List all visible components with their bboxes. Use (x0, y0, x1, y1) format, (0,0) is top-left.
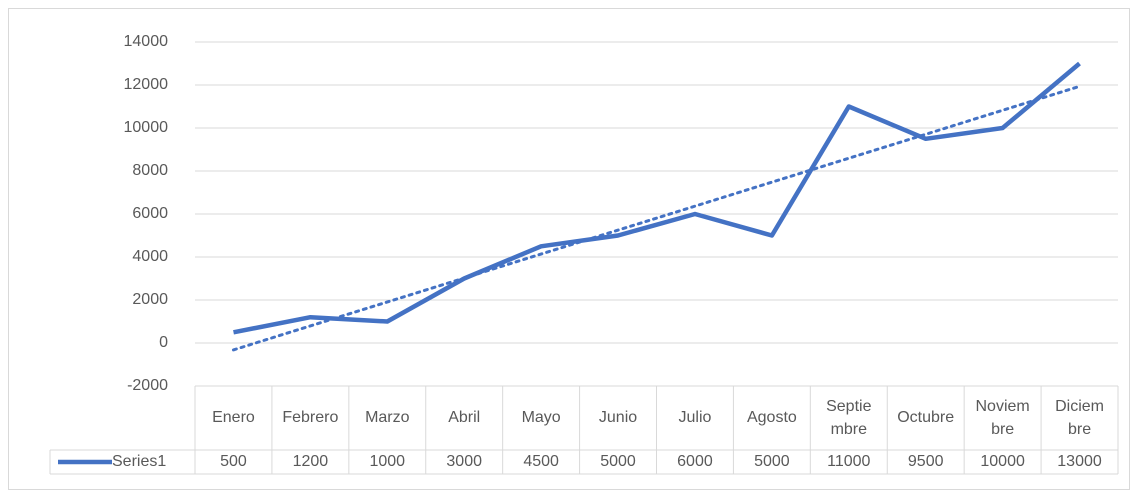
y-tick-label: 14000 (124, 33, 169, 50)
table-value: 4500 (523, 453, 559, 470)
y-tick-label: 2000 (132, 291, 168, 308)
x-tick-label: Febrero (282, 409, 338, 426)
x-tick-label: Junio (599, 409, 637, 426)
series-line (233, 61, 1081, 335)
table-value: 500 (220, 453, 247, 470)
x-tick-label: Abril (448, 409, 480, 426)
trendline (231, 84, 1082, 352)
y-tick-label: 8000 (132, 162, 168, 179)
table-value: 10000 (980, 453, 1025, 470)
x-tick-label: Julio (679, 409, 712, 426)
x-tick-label: Mayo (522, 409, 561, 426)
x-tick-label: Noviem bre (976, 398, 1030, 438)
x-tick-label: Agosto (747, 409, 797, 426)
y-tick-label: 0 (159, 334, 168, 351)
table-value: 1200 (293, 453, 329, 470)
y-tick-label: 6000 (132, 205, 168, 222)
table-value: 11000 (827, 453, 870, 470)
x-tick-label: Enero (212, 409, 255, 426)
table-value: 9500 (908, 453, 944, 470)
y-tick-label: -2000 (127, 377, 168, 394)
table-value: 3000 (446, 453, 482, 470)
legend-label: Series1 (112, 453, 166, 470)
x-tick-label: Diciem bre (1055, 398, 1104, 438)
table-value: 13000 (1057, 453, 1102, 470)
x-tick-label: Septie mbre (826, 398, 871, 438)
table-value: 5000 (600, 453, 636, 470)
y-tick-label: 10000 (124, 119, 169, 136)
x-tick-label: Octubre (897, 409, 954, 426)
table-value: 1000 (369, 453, 405, 470)
x-tick-label: Marzo (365, 409, 410, 426)
table-value: 6000 (677, 453, 713, 470)
table-value: 5000 (754, 453, 790, 470)
y-tick-label: 12000 (124, 76, 169, 93)
y-tick-label: 4000 (132, 248, 168, 265)
chart-border (8, 8, 1130, 490)
